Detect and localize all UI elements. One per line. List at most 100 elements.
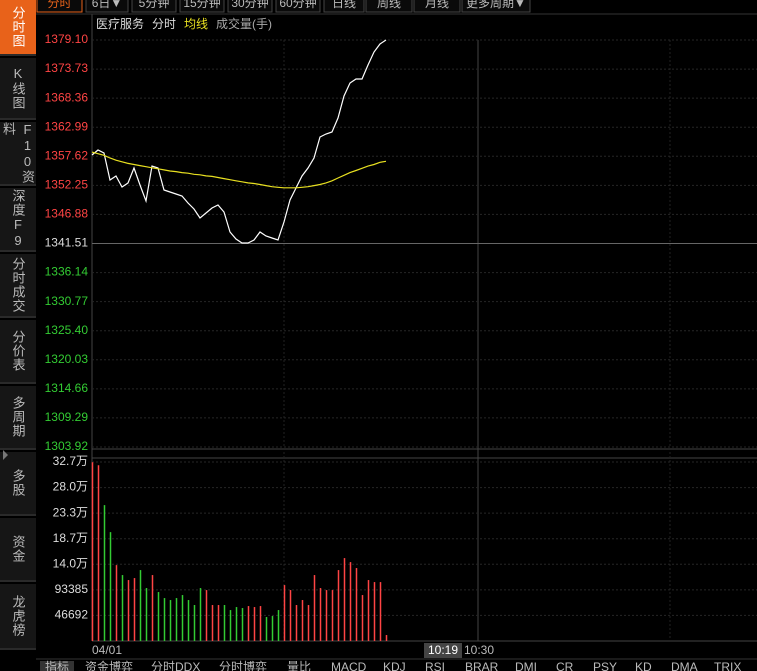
- indicator-tab-label: TRIX: [714, 660, 741, 671]
- y-tick-label: 1373.73: [45, 61, 89, 75]
- indicator-tab[interactable]: [420, 661, 460, 671]
- y-tick-label: 1336.14: [45, 265, 89, 279]
- volume-tick-label: 28.0万: [53, 480, 88, 494]
- indicator-tab[interactable]: [80, 661, 120, 671]
- side-tab[interactable]: F10资料: [0, 122, 36, 186]
- period-tab[interactable]: [227, 0, 273, 13]
- indicator-tab-label: DMI: [515, 660, 537, 671]
- cursor-label: 10:19: [428, 643, 458, 657]
- period-tab[interactable]: [275, 0, 321, 13]
- side-tab-label: 深度F9: [10, 189, 26, 249]
- y-tick-label: 1368.36: [45, 90, 89, 104]
- indicator-tab-label: KD: [635, 660, 652, 671]
- legend-item: 均线: [184, 17, 208, 31]
- indicator-tab[interactable]: [146, 661, 186, 671]
- x-tick-label: 04/01: [92, 643, 122, 657]
- side-tab-label: K线图: [10, 66, 26, 110]
- legend-item: 分时: [152, 17, 176, 31]
- period-tab[interactable]: [85, 0, 129, 13]
- y-tick-label: 1309.29: [45, 410, 89, 424]
- period-tab-label: 15分钟: [183, 0, 220, 10]
- y-tick-label: 1341.51: [45, 236, 89, 250]
- period-tab[interactable]: [179, 0, 225, 13]
- indicator-tab-label: KDJ: [383, 660, 406, 671]
- side-tab-label: 龙虎榜: [10, 595, 26, 637]
- legend-title: 医疗服务: [96, 16, 144, 31]
- indicator-tab-label: 量比: [287, 660, 311, 671]
- y-tick-label: 1330.77: [45, 294, 89, 308]
- indicator-tab-label: DMA: [671, 660, 698, 671]
- indicator-tab-label: MACD: [331, 660, 367, 671]
- side-tab-label: 多周期: [10, 396, 26, 438]
- y-tick-label: 1303.92: [45, 439, 89, 453]
- period-tab[interactable]: [365, 0, 413, 13]
- y-tick-label: 1320.03: [45, 352, 89, 366]
- indicator-tab[interactable]: [40, 661, 74, 671]
- indicator-tab-label: BRAR: [465, 660, 499, 671]
- collapse-arrow[interactable]: [3, 450, 8, 460]
- period-tab[interactable]: [131, 0, 177, 13]
- y-tick-label: 1325.40: [45, 323, 89, 337]
- y-tick-label: 1314.66: [45, 381, 89, 395]
- series-line: [91, 151, 387, 189]
- period-tab-label: 周线: [377, 0, 401, 10]
- indicator-tab-label: 分时DDX: [151, 660, 200, 671]
- y-tick-label: 1357.62: [45, 148, 89, 162]
- indicator-tab[interactable]: [460, 661, 500, 671]
- side-tab[interactable]: 龙虎榜: [0, 584, 36, 650]
- indicator-tab[interactable]: [510, 661, 550, 671]
- period-tab[interactable]: [413, 0, 461, 13]
- period-tab-label: 30分钟: [231, 0, 268, 10]
- period-tab[interactable]: [36, 0, 83, 13]
- volume-tick-label: 14.0万: [53, 556, 88, 570]
- indicator-tab[interactable]: [666, 661, 706, 671]
- series-line: [91, 39, 387, 244]
- side-tab-label: 分时图: [10, 6, 26, 48]
- side-tab[interactable]: 分时图: [0, 0, 36, 56]
- indicator-tab-label: 指标: [45, 659, 69, 671]
- indicator-tab[interactable]: [630, 661, 670, 671]
- period-tab[interactable]: [323, 0, 365, 13]
- side-tab-label: 资金: [10, 535, 26, 563]
- indicator-tab-label: PSY: [593, 660, 617, 671]
- indicator-tab[interactable]: [378, 661, 418, 671]
- volume-tick-label: 46692: [55, 608, 89, 622]
- y-tick-label: 1352.25: [45, 178, 89, 192]
- side-tab[interactable]: 分价表: [0, 320, 36, 384]
- volume-tick-label: 32.7万: [53, 454, 88, 468]
- indicator-tab-label: 资金博弈: [85, 659, 133, 671]
- side-tab[interactable]: K线图: [0, 58, 36, 120]
- cursor-box: [424, 643, 462, 658]
- side-tab-label: 分时成交: [10, 257, 26, 313]
- side-tab[interactable]: 多周期: [0, 386, 36, 450]
- y-tick-label: 1379.10: [45, 32, 89, 46]
- indicator-tab-label: RSI: [425, 660, 445, 671]
- side-tab[interactable]: 分时成交: [0, 254, 36, 318]
- indicator-tab[interactable]: [588, 661, 628, 671]
- indicator-tab[interactable]: [551, 661, 591, 671]
- period-tab-label: 更多周期▼: [466, 0, 526, 10]
- background: [36, 0, 757, 671]
- indicator-tab[interactable]: [326, 661, 366, 671]
- side-tab-label: F10资料: [1, 122, 35, 184]
- side-tab[interactable]: 多股: [0, 452, 36, 516]
- period-tab-label: 6日▼: [92, 0, 123, 10]
- indicator-tab[interactable]: [214, 661, 254, 671]
- period-tab-label: 分时: [47, 0, 71, 10]
- indicator-tab[interactable]: [709, 661, 749, 671]
- indicator-tab[interactable]: [282, 661, 322, 671]
- period-tab-label: 5分钟: [139, 0, 170, 10]
- side-tab[interactable]: 深度F9: [0, 188, 36, 252]
- period-tab[interactable]: [461, 0, 531, 13]
- volume-tick-label: 23.3万: [53, 505, 88, 519]
- indicator-tab-label: CR: [556, 660, 574, 671]
- volume-tick-label: 93385: [55, 582, 89, 596]
- legend-item: 成交量(手): [216, 16, 272, 31]
- period-tab-label: 60分钟: [279, 0, 316, 10]
- period-tab-label: 日线: [332, 0, 356, 10]
- x-tick-label: 10:30: [464, 643, 494, 657]
- side-tab[interactable]: 资金: [0, 518, 36, 582]
- indicator-tab-label: 分时博弈: [219, 659, 267, 671]
